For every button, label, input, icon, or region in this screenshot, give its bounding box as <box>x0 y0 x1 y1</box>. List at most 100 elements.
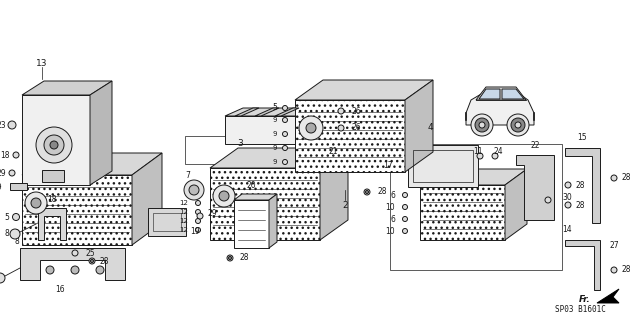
Circle shape <box>36 127 72 163</box>
Circle shape <box>282 106 287 110</box>
Circle shape <box>282 145 287 151</box>
Circle shape <box>282 117 287 122</box>
Text: 29: 29 <box>208 209 218 218</box>
Circle shape <box>611 267 617 273</box>
Polygon shape <box>132 153 162 245</box>
Text: 23: 23 <box>0 121 6 130</box>
Bar <box>153 213 181 231</box>
Circle shape <box>306 123 316 133</box>
Text: 14: 14 <box>562 226 572 234</box>
Polygon shape <box>20 248 125 280</box>
Circle shape <box>365 190 369 194</box>
Circle shape <box>364 189 370 195</box>
Circle shape <box>403 228 408 234</box>
Bar <box>390 144 562 270</box>
Circle shape <box>8 121 16 129</box>
Text: 9: 9 <box>273 159 277 165</box>
Text: 5: 5 <box>4 212 9 221</box>
Polygon shape <box>305 108 323 144</box>
Polygon shape <box>210 148 348 168</box>
Text: 28: 28 <box>377 188 387 197</box>
Polygon shape <box>10 183 27 190</box>
Polygon shape <box>22 81 112 95</box>
Polygon shape <box>295 100 405 172</box>
Circle shape <box>13 229 19 236</box>
Text: 18: 18 <box>47 196 57 204</box>
Text: 6: 6 <box>390 190 395 199</box>
Circle shape <box>25 192 47 214</box>
Circle shape <box>475 118 489 132</box>
Text: 24: 24 <box>493 147 503 157</box>
Text: 9: 9 <box>273 117 277 123</box>
Circle shape <box>71 266 79 274</box>
Polygon shape <box>505 169 527 240</box>
Text: 9: 9 <box>273 145 277 151</box>
Circle shape <box>403 217 408 221</box>
Text: 28: 28 <box>240 254 250 263</box>
Text: 12: 12 <box>179 209 188 215</box>
Polygon shape <box>466 90 534 125</box>
Text: 12: 12 <box>179 200 188 206</box>
Polygon shape <box>405 80 433 172</box>
Polygon shape <box>597 289 619 303</box>
Text: 29: 29 <box>0 183 2 192</box>
Circle shape <box>197 213 203 219</box>
Circle shape <box>565 202 571 208</box>
Text: 28: 28 <box>576 181 586 189</box>
Circle shape <box>89 258 95 264</box>
Polygon shape <box>479 89 500 99</box>
Text: 15: 15 <box>577 133 587 143</box>
Text: SP03 B1601C: SP03 B1601C <box>555 305 605 314</box>
Circle shape <box>471 114 493 136</box>
Polygon shape <box>90 81 112 185</box>
Circle shape <box>189 185 199 195</box>
Text: 21: 21 <box>328 147 338 157</box>
Text: 12: 12 <box>179 227 188 233</box>
Text: 17: 17 <box>383 161 393 170</box>
Polygon shape <box>420 185 505 240</box>
Circle shape <box>403 192 408 197</box>
Circle shape <box>195 201 200 205</box>
Text: 28: 28 <box>622 265 632 275</box>
Bar <box>42 170 64 182</box>
Bar <box>408 145 478 187</box>
Circle shape <box>195 210 200 214</box>
Text: 28: 28 <box>622 174 632 182</box>
Text: 7: 7 <box>185 172 190 181</box>
Polygon shape <box>210 168 320 240</box>
Circle shape <box>479 122 485 128</box>
Bar <box>413 150 473 182</box>
Polygon shape <box>502 89 524 99</box>
Text: 6: 6 <box>390 214 395 224</box>
Text: 25: 25 <box>85 249 95 257</box>
Circle shape <box>338 108 344 114</box>
Text: 20: 20 <box>246 182 256 190</box>
Polygon shape <box>234 194 277 200</box>
Circle shape <box>195 219 200 224</box>
Text: 28: 28 <box>100 256 109 265</box>
Polygon shape <box>275 108 299 116</box>
Polygon shape <box>255 108 279 116</box>
Polygon shape <box>565 148 600 223</box>
Text: 19: 19 <box>190 226 200 235</box>
Circle shape <box>282 160 287 165</box>
Circle shape <box>50 141 58 149</box>
Text: 30: 30 <box>562 192 572 202</box>
Text: 26: 26 <box>351 107 360 115</box>
Polygon shape <box>420 169 527 185</box>
Circle shape <box>31 198 41 208</box>
Text: 28: 28 <box>576 201 586 210</box>
Circle shape <box>13 213 19 220</box>
Text: 1: 1 <box>59 145 65 154</box>
Circle shape <box>227 255 233 261</box>
Polygon shape <box>516 155 554 220</box>
Circle shape <box>90 259 93 263</box>
Circle shape <box>72 250 78 256</box>
Text: 27: 27 <box>610 241 620 249</box>
Circle shape <box>46 266 54 274</box>
Circle shape <box>195 227 200 233</box>
Circle shape <box>299 116 323 140</box>
Polygon shape <box>565 240 600 290</box>
Circle shape <box>44 135 64 155</box>
Text: 12: 12 <box>179 218 188 224</box>
